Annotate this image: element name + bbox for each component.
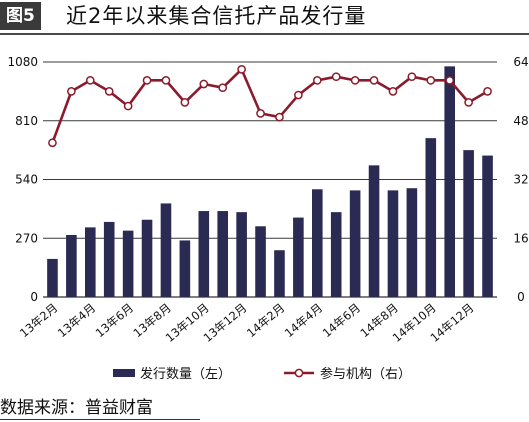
line-point [85,76,95,85]
bar [406,188,418,297]
line-point [275,112,284,122]
bar [141,219,153,297]
bar [444,66,456,297]
bar [293,217,304,297]
line-point [407,72,417,82]
line-point [256,109,265,118]
bar [160,203,172,297]
legend-bar-swatch [113,369,135,377]
right-axis-tick-label: 32 [513,173,528,187]
x-tick-label: 13年6月 [93,301,136,341]
line-point [483,87,492,96]
source-underline [0,419,200,420]
bar [66,234,77,297]
bar [198,211,210,297]
right-axis-tick-label: 48 [513,114,528,128]
bar [349,190,361,297]
right-axis-tick-label: 16 [513,231,528,245]
line-point [199,79,209,89]
line-point [445,76,455,85]
bar [47,258,58,297]
legend-bar-label: 发行数量（左） [140,366,231,382]
line-point [388,87,398,96]
bar [103,221,115,297]
left-axis-tick-label: 0 [30,290,38,304]
line-point [67,87,76,96]
bar [179,240,191,297]
x-tick-label: 14年2月 [244,301,287,341]
left-axis-tick-label: 810 [15,114,38,128]
line-point [331,72,341,82]
left-axis-tick-label: 1080 [7,55,38,69]
line-point [369,76,379,85]
bar [425,138,437,297]
line-point [350,76,360,85]
right-axis-tick-label: 64 [513,55,528,69]
line-point [161,76,171,85]
bar [311,189,323,297]
line-point [237,64,246,74]
x-tick-label: 13年2月 [17,301,60,341]
right-axis-tick-label: 0 [517,290,525,304]
bar [122,230,134,297]
data-source: 数据来源：普益财富 [0,398,153,418]
bar [84,227,96,297]
x-tick-label: 13年4月 [55,301,98,341]
figure-header: 图5 近2年以来集合信托产品发行量 [0,0,529,35]
figure-title: 近2年以来集合信托产品发行量 [66,4,367,28]
bar [217,211,229,297]
line-point [218,83,228,93]
bar [236,212,247,297]
bar [368,165,380,297]
bar [387,190,399,297]
header-divider [0,33,529,35]
line-series [51,68,489,144]
line-point [104,87,114,96]
line-point [312,76,322,85]
left-axis-tick-label: 540 [15,173,38,187]
line-point [426,76,436,85]
bar [330,212,342,297]
figure-tag: 图5 [0,2,41,30]
bar [255,226,266,297]
legend-line-marker [294,368,304,378]
x-tick-label: 14年4月 [282,301,325,341]
legend-line-label: 参与机构（右） [320,366,411,382]
line-point [48,138,57,148]
left-axis-tick-label: 270 [15,231,38,245]
line-point [464,98,473,107]
bar [274,250,285,297]
line-point [123,101,133,111]
bar [463,150,474,297]
x-tick-label: 14年6月 [320,301,363,341]
line-point [142,76,152,85]
bar [482,155,493,297]
line-point [180,98,190,107]
line-point [294,90,303,100]
